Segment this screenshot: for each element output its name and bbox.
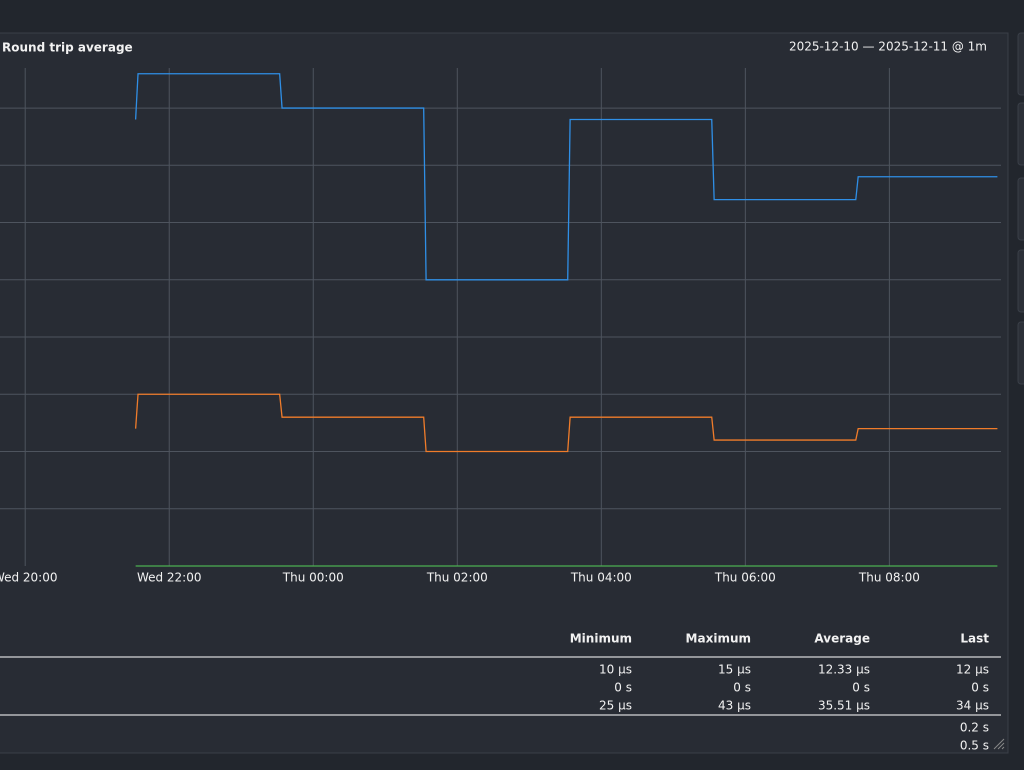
side-button[interactable]	[1017, 102, 1024, 166]
trigger-cell: 0.2 s	[960, 721, 989, 735]
table-cell: 0 s	[971, 681, 989, 695]
period: 2025-12-10 — 2025-12-11 @ 1m	[789, 40, 987, 54]
x-tick-label: Thu 08:00	[858, 571, 920, 585]
x-tick-label: Thu 02:00	[426, 571, 488, 585]
side-button[interactable]	[1017, 177, 1024, 241]
resize-handle[interactable]	[993, 738, 1005, 750]
trigger-cell: 0.5 s	[960, 739, 989, 753]
chart-title: Round trip average	[2, 41, 133, 55]
table-cell: 0 s	[614, 681, 632, 695]
column-header: Average	[814, 632, 870, 646]
column-header: Last	[960, 632, 989, 646]
table-cell: 12 µs	[956, 663, 989, 677]
side-button[interactable]	[1017, 249, 1024, 313]
column-header: Maximum	[686, 632, 751, 646]
table-cell: 0 s	[852, 681, 870, 695]
table-cell: 15 µs	[718, 663, 751, 677]
x-tick-label: Thu 00:00	[282, 571, 344, 585]
table-cell: 43 µs	[718, 699, 751, 713]
table-cell: 12.33 µs	[818, 663, 870, 677]
series-line	[134, 393, 998, 453]
column-header: Minimum	[570, 632, 632, 646]
side-button[interactable]	[1017, 321, 1024, 385]
x-tick-label: Thu 04:00	[570, 571, 632, 585]
table-cell: 34 µs	[956, 699, 989, 713]
side-button[interactable]	[1017, 32, 1024, 96]
x-tick-label: Wed 22:00	[137, 571, 202, 585]
table-cell: 35.51 µs	[818, 699, 870, 713]
table-cell: 25 µs	[599, 699, 632, 713]
x-tick-label: Thu 06:00	[714, 571, 776, 585]
panel	[0, 32, 1009, 754]
table-cell: 10 µs	[599, 663, 632, 677]
table-cell: 0 s	[733, 681, 751, 695]
x-tick-label: Wed 20:00	[0, 571, 57, 585]
series-line	[134, 73, 998, 281]
